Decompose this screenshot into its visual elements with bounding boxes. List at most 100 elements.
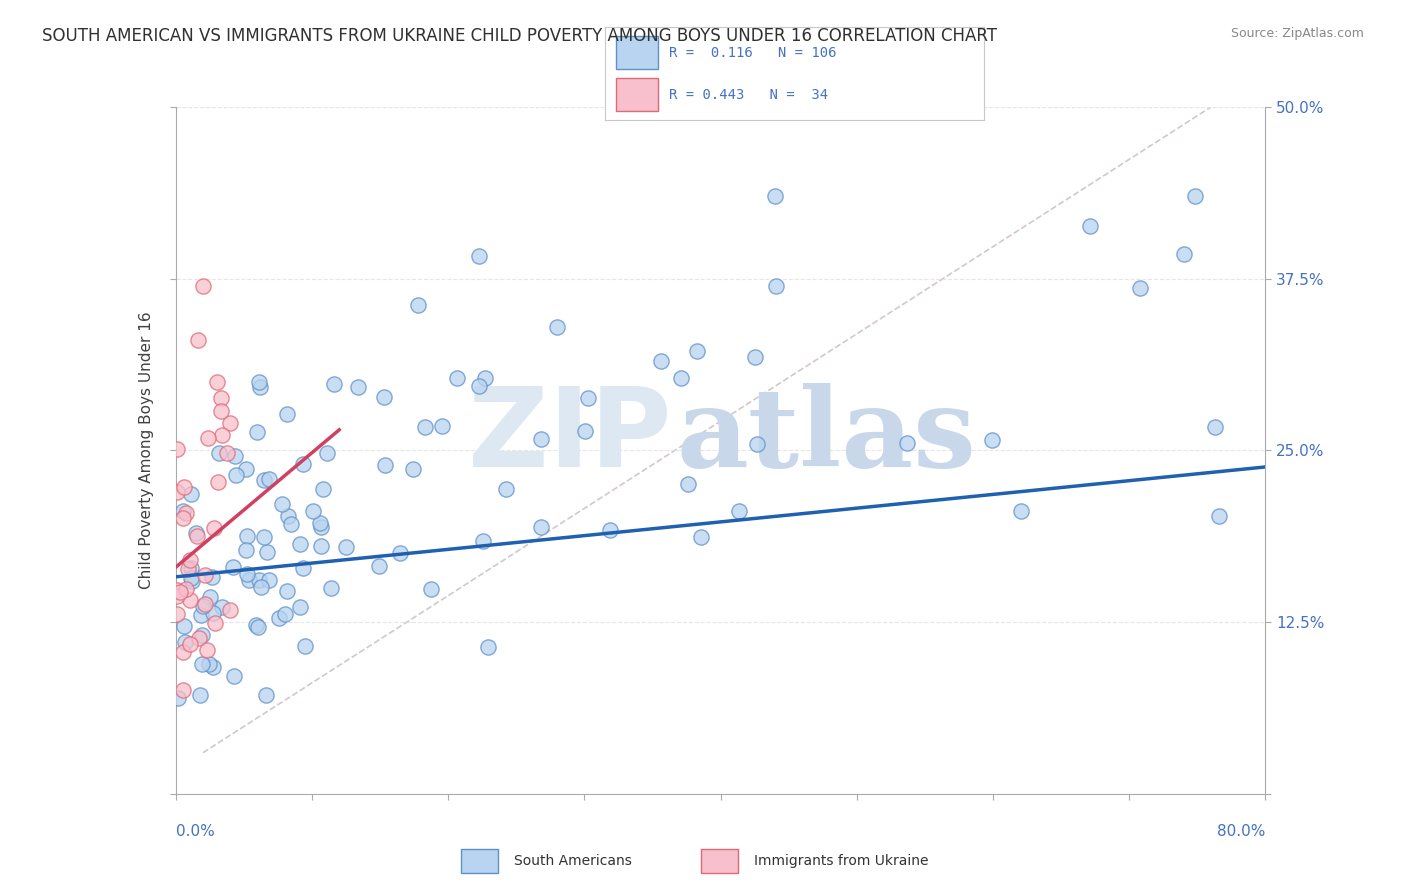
Point <box>176 582 198 597</box>
Text: South Americans: South Americans <box>515 855 631 868</box>
Point <box>172 503 194 517</box>
Point <box>574 424 596 438</box>
Point <box>222 669 245 683</box>
Point <box>191 278 214 293</box>
Point <box>166 442 188 457</box>
Point <box>198 657 221 671</box>
Point <box>180 487 202 501</box>
Point <box>446 371 468 385</box>
Point <box>290 537 312 551</box>
Point <box>294 639 316 653</box>
Point <box>191 628 214 642</box>
Point <box>191 599 214 613</box>
Point <box>292 457 315 471</box>
Point <box>728 504 751 518</box>
Point <box>167 690 190 705</box>
Point <box>276 584 298 599</box>
Point <box>197 431 219 445</box>
Point <box>576 392 599 406</box>
Point <box>468 249 491 263</box>
Point <box>676 477 699 491</box>
Point <box>202 521 225 535</box>
Point <box>166 589 188 603</box>
Point <box>208 446 231 460</box>
Point <box>207 475 229 489</box>
Point <box>309 519 332 533</box>
Point <box>219 416 242 430</box>
Point <box>172 644 194 658</box>
Point <box>529 520 551 534</box>
Point <box>599 523 621 537</box>
Point <box>288 600 311 615</box>
Point <box>166 582 188 597</box>
Point <box>169 584 191 599</box>
Point <box>224 449 246 463</box>
Bar <box>616 78 658 111</box>
Point <box>200 591 222 605</box>
Point <box>188 689 211 703</box>
Point <box>179 592 201 607</box>
Point <box>174 506 197 520</box>
Point <box>194 568 217 582</box>
Point <box>249 580 271 594</box>
Point <box>763 189 786 203</box>
Point <box>472 533 495 548</box>
Point <box>201 570 224 584</box>
Point <box>184 526 207 541</box>
Text: atlas: atlas <box>678 384 977 491</box>
Point <box>495 483 517 497</box>
Point <box>217 446 239 460</box>
Y-axis label: Child Poverty Among Boys Under 16: Child Poverty Among Boys Under 16 <box>139 311 155 590</box>
Point <box>256 545 278 559</box>
Point <box>406 298 429 312</box>
Point <box>477 640 499 655</box>
Point <box>1010 503 1032 517</box>
Point <box>669 370 692 384</box>
Point <box>179 553 201 567</box>
Point <box>321 581 343 595</box>
Point <box>246 425 269 439</box>
Point <box>180 561 202 575</box>
Point <box>1129 281 1152 295</box>
Bar <box>461 849 498 873</box>
Point <box>271 497 294 511</box>
Point <box>981 434 1004 448</box>
Point <box>744 350 766 364</box>
Point <box>373 391 395 405</box>
Point <box>432 419 454 434</box>
Point <box>1204 419 1226 434</box>
Point <box>211 600 233 615</box>
Point <box>323 376 346 391</box>
Point <box>222 560 245 574</box>
Point <box>209 403 232 417</box>
Point <box>1078 219 1101 233</box>
Point <box>374 458 396 472</box>
Point <box>1173 247 1195 261</box>
Point <box>252 530 274 544</box>
Point <box>202 607 225 621</box>
Point <box>765 279 787 293</box>
Point <box>173 619 195 633</box>
Point <box>367 558 389 573</box>
Point <box>179 637 201 651</box>
Point <box>315 446 337 460</box>
Point <box>247 375 270 389</box>
Point <box>745 436 768 450</box>
Point <box>686 344 709 359</box>
Point <box>186 529 208 543</box>
Point <box>225 468 247 483</box>
Point <box>235 462 257 476</box>
Text: R = 0.443   N =  34: R = 0.443 N = 34 <box>669 87 828 102</box>
Point <box>1184 189 1206 203</box>
Point <box>236 566 259 581</box>
Point <box>238 573 260 587</box>
Text: 0.0%: 0.0% <box>176 824 215 839</box>
Bar <box>616 36 658 69</box>
Text: SOUTH AMERICAN VS IMMIGRANTS FROM UKRAINE CHILD POVERTY AMONG BOYS UNDER 16 CORR: SOUTH AMERICAN VS IMMIGRANTS FROM UKRAIN… <box>42 27 997 45</box>
Point <box>280 516 302 531</box>
Point <box>546 319 568 334</box>
Point <box>257 472 280 486</box>
Point <box>173 480 195 494</box>
Point <box>201 659 224 673</box>
Point <box>309 540 332 554</box>
